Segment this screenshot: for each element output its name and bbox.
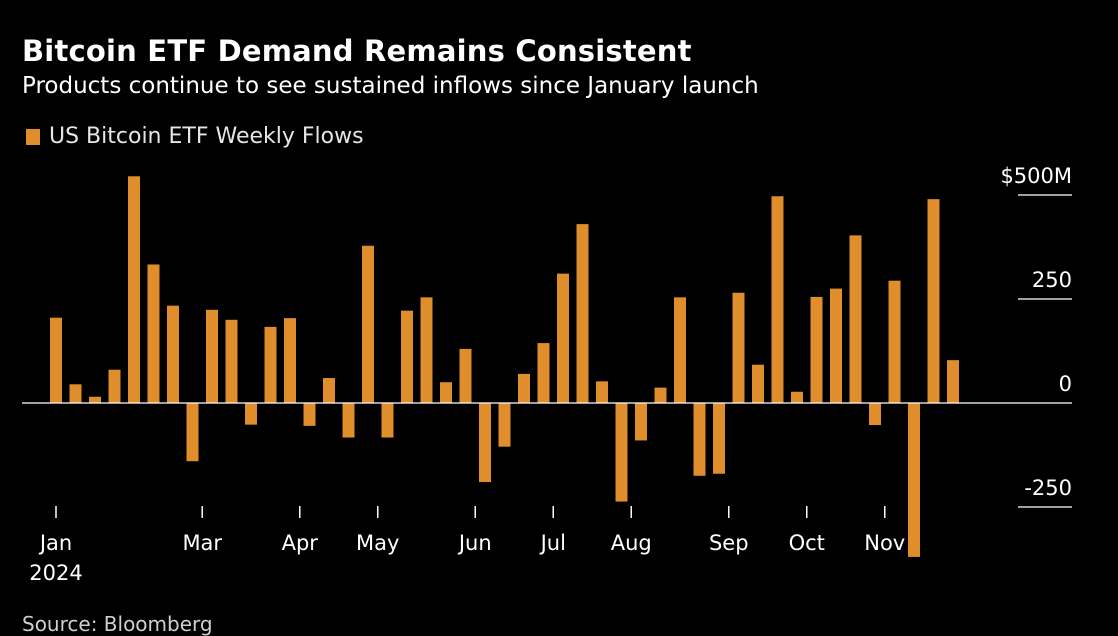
x-tick-label: May bbox=[356, 531, 399, 555]
legend: US Bitcoin ETF Weekly Flows bbox=[26, 124, 364, 149]
bar bbox=[537, 343, 550, 403]
x-tick-year-label: 2024 bbox=[29, 561, 82, 585]
x-tick-label: Apr bbox=[282, 531, 319, 555]
bar bbox=[342, 403, 355, 438]
bar bbox=[225, 319, 238, 403]
x-tick-label: Oct bbox=[789, 531, 825, 555]
x-tick-label: Sep bbox=[709, 531, 749, 555]
bar bbox=[810, 296, 823, 403]
bar bbox=[693, 403, 706, 476]
bar bbox=[869, 403, 881, 426]
bar bbox=[206, 309, 218, 403]
x-tick-label: Jan bbox=[38, 531, 72, 555]
bar bbox=[596, 381, 608, 403]
gridlines bbox=[1018, 194, 1072, 508]
bar bbox=[830, 288, 842, 403]
bar bbox=[498, 403, 511, 447]
bar bbox=[303, 403, 316, 426]
bar bbox=[849, 235, 862, 403]
bar bbox=[518, 373, 530, 403]
bar bbox=[713, 403, 725, 474]
bar bbox=[888, 280, 901, 403]
bar bbox=[791, 391, 803, 403]
x-tick-label: Jul bbox=[539, 531, 566, 555]
y-tick-label: 0 bbox=[1059, 372, 1072, 396]
bar bbox=[284, 318, 296, 403]
x-axis-labels: Jan 2024 Mar Apr May Jun Jul Aug Sep Oct Nov bbox=[29, 506, 905, 585]
y-axis-labels: $500M 250 0 -250 bbox=[1000, 164, 1072, 500]
y-tick-label: -250 bbox=[1024, 476, 1072, 500]
bar bbox=[264, 326, 277, 403]
legend-label: US Bitcoin ETF Weekly Flows bbox=[49, 124, 364, 149]
bar bbox=[908, 403, 920, 557]
bar bbox=[186, 403, 199, 462]
x-tick-label: Mar bbox=[182, 531, 222, 555]
bar bbox=[69, 384, 82, 403]
bar bbox=[576, 224, 589, 403]
bar bbox=[479, 403, 491, 483]
bar bbox=[732, 292, 745, 403]
bar bbox=[245, 403, 257, 425]
bar bbox=[128, 176, 140, 403]
bars bbox=[50, 176, 959, 557]
bar bbox=[440, 382, 452, 403]
bar bbox=[615, 403, 628, 502]
bar bbox=[635, 403, 647, 441]
bar bbox=[401, 310, 413, 403]
x-tick-label: Jun bbox=[457, 531, 492, 555]
bar bbox=[947, 360, 959, 403]
bar bbox=[147, 264, 160, 403]
bar bbox=[108, 369, 121, 403]
chart-title: Bitcoin ETF Demand Remains Consistent bbox=[22, 34, 692, 68]
bar bbox=[557, 273, 569, 403]
source-note: Source: Bloomberg bbox=[22, 612, 213, 636]
bar bbox=[459, 348, 472, 403]
bar bbox=[771, 196, 784, 403]
chart-subtitle: Products continue to see sustained inflo… bbox=[22, 73, 759, 99]
legend-swatch bbox=[26, 128, 40, 145]
bar bbox=[674, 297, 686, 403]
bar bbox=[167, 305, 179, 403]
bar bbox=[654, 387, 667, 403]
bar bbox=[381, 403, 394, 438]
x-tick-label: Nov bbox=[864, 531, 905, 555]
bar bbox=[362, 245, 374, 403]
bar bbox=[50, 317, 62, 403]
y-tick-label: 250 bbox=[1032, 268, 1072, 292]
bar bbox=[89, 396, 101, 403]
x-tick-label: Aug bbox=[611, 531, 652, 555]
bar bbox=[927, 199, 940, 403]
bar bbox=[752, 364, 764, 403]
bar bbox=[323, 378, 335, 403]
y-tick-label: $500M bbox=[1000, 164, 1072, 188]
bar bbox=[420, 297, 433, 403]
